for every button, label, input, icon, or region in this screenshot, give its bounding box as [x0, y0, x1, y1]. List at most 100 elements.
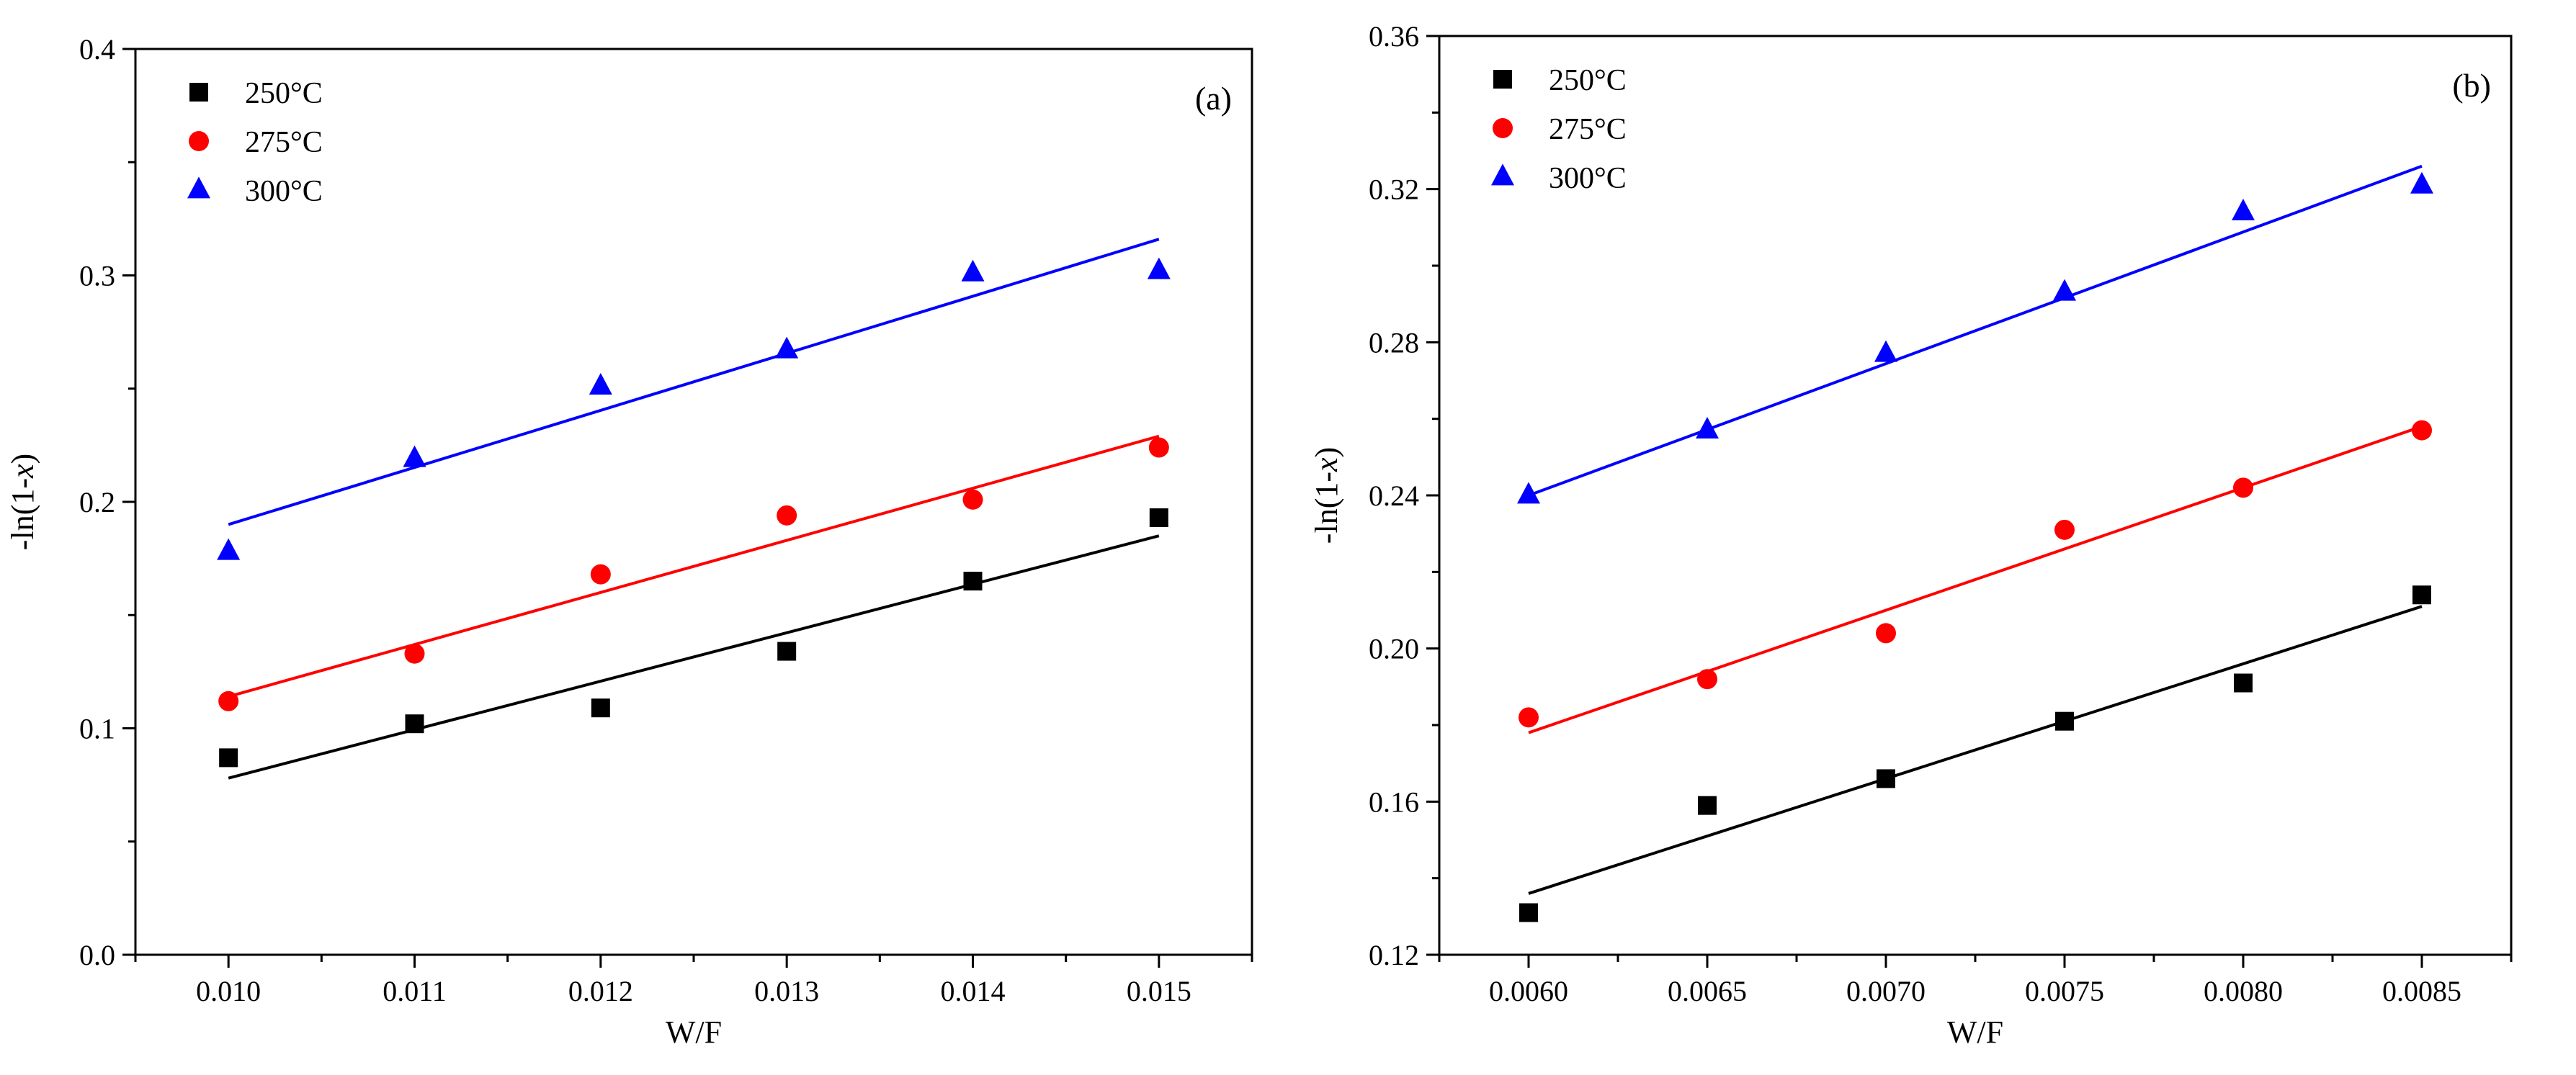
chart-a-series-2-point — [403, 445, 426, 467]
chart-b: 0.0060 0.0065 0.0070 0.0075 0.0080 0.0085 0.12… — [1309, 20, 2513, 1050]
chart-b-x-tick-label: 0.0075 — [2025, 975, 2104, 1007]
chart-a-y-axis-title-part: -ln(1- — [5, 478, 40, 550]
chart-a-series-2-point — [217, 538, 241, 560]
chart-b-legend: 250°C 275°C 300°C — [1491, 64, 1627, 195]
chart-b-series-2-fit-line — [1528, 164, 2423, 497]
chart-b-y-tick-label: 0.12 — [1369, 939, 1419, 971]
chart-a-series-1-point — [777, 505, 797, 526]
chart-b-series-0-point — [2234, 673, 2253, 693]
chart-b-series-2 — [1517, 164, 2433, 504]
chart-a-y-tick-label: 0.0 — [79, 939, 115, 971]
chart-a-x-tick-label: 0.015 — [1127, 975, 1191, 1007]
chart-b-series-2-point — [2410, 171, 2433, 194]
chart-a-y-tick-label: 0.1 — [79, 713, 115, 745]
chart-a-series-2-fit-line — [228, 238, 1160, 526]
chart-b-x-tick-label: 0.0060 — [1489, 975, 1568, 1007]
chart-b-series-1-fit-line — [1528, 425, 2423, 734]
chart-b-y-tick-label: 0.24 — [1369, 480, 1419, 512]
chart-b-series-1-point — [2054, 519, 2075, 540]
chart-a-y-axis-title-part: ) — [5, 454, 40, 464]
chart-b-series-0-point — [1698, 796, 1717, 815]
chart-a-series-2-point — [1147, 257, 1171, 279]
chart-b-x-tick-label: 0.0080 — [2204, 975, 2283, 1007]
chart-a-y-tick-label: 0.2 — [79, 486, 115, 518]
chart-b-series-2-point — [1874, 340, 1897, 362]
chart-a-series-2-point — [589, 373, 612, 395]
chart-b-series-2-point — [1696, 417, 1719, 439]
chart-a-series-1 — [218, 434, 1169, 711]
chart-a-series-2-point — [961, 259, 985, 282]
chart-b-legend-label: 275°C — [1549, 113, 1627, 146]
chart-a-legend: 250°C 275°C 300°C — [187, 77, 323, 208]
chart-a-series-0-point — [777, 642, 797, 661]
chart-a-series-1-point — [404, 643, 425, 664]
chart-a-series-1-fit-line — [228, 434, 1160, 698]
chart-b-legend-marker — [1493, 70, 1512, 89]
chart-a-series-2 — [217, 238, 1171, 560]
chart-a-legend-marker — [189, 83, 208, 102]
chart-b-y-axis-title: -ln(1-x) — [1309, 447, 1344, 544]
chart-b-series-1-point — [1876, 623, 1896, 644]
chart-b-series-2-point — [2232, 198, 2255, 220]
chart-b-y-tick-label: 0.28 — [1369, 326, 1419, 359]
chart-b-x-tick-label: 0.0065 — [1668, 975, 1747, 1007]
chart-b-series-2-point — [2053, 279, 2076, 301]
chart-b-series-2-point — [1517, 482, 1540, 504]
chart-b-series-0-point — [2412, 585, 2431, 605]
chart-b-series-1-point — [2412, 420, 2432, 441]
chart-b-panel-label: (b) — [2452, 67, 2491, 104]
chart-a-x-tick-label: 0.011 — [383, 975, 447, 1007]
chart-a-legend-label: 300°C — [245, 175, 323, 208]
chart-a-y-tick-label: 0.3 — [79, 260, 115, 292]
chart-b-series-1-point — [1519, 707, 1539, 728]
chart-b-y-axis-title-part: ) — [1309, 447, 1344, 458]
chart-a-x-tick-label: 0.012 — [568, 975, 633, 1007]
chart-a-series-1-point — [590, 564, 611, 585]
chart-b-x-tick-label: 0.0070 — [1846, 975, 1926, 1007]
chart-a-series-2-point — [775, 336, 799, 359]
chart-a-series-0-point — [963, 572, 983, 591]
chart-b-series-1 — [1519, 420, 2432, 734]
chart-b-y-axis-title-variable: x — [1309, 457, 1344, 472]
chart-b-y-tick-label: 0.36 — [1369, 20, 1419, 53]
chart-b-legend-marker — [1491, 163, 1514, 186]
chart-a-x-axis-title: W/F — [666, 1015, 722, 1050]
chart-a-series-0-point — [591, 698, 610, 718]
chart-b-series-1-point — [1697, 669, 1717, 690]
chart-b-series-0-fit-line — [1528, 605, 2423, 895]
chart-a-series-0-point — [405, 714, 424, 734]
chart-b-y-tick-label: 0.16 — [1369, 786, 1419, 818]
chart-a-series-1-point — [1148, 437, 1169, 458]
chart-a-x-tick-label: 0.010 — [196, 975, 261, 1007]
chart-b-series-0 — [1519, 585, 2431, 922]
chart-b-legend-label: 300°C — [1549, 162, 1627, 195]
chart-b-legend-marker — [1493, 118, 1513, 138]
chart-b-y-tick-label: 0.20 — [1369, 633, 1419, 665]
chart-a-legend-marker — [189, 131, 209, 151]
chart-a-series-0-fit-line — [228, 534, 1160, 780]
chart-b-y-tick-label: 0.32 — [1369, 174, 1419, 206]
chart-b-series-0-point — [1519, 903, 1538, 922]
chart-a-x-tick-label: 0.013 — [754, 975, 819, 1007]
chart-b-series-0-point — [1877, 769, 1895, 788]
chart-a-y-axis-title: -ln(1-x) — [5, 454, 40, 550]
chart-a-series-0-point — [1149, 508, 1168, 528]
chart-a-series-0 — [219, 508, 1168, 780]
chart-a-series-1-point — [962, 489, 983, 510]
chart-a-legend-label: 250°C — [245, 77, 323, 110]
chart-b-legend-label: 250°C — [1549, 64, 1627, 97]
chart-a-panel-label: (a) — [1195, 80, 1232, 117]
chart-a-y-axis-title-variable: x — [5, 464, 40, 479]
chart-b-y-axis-title-part: -ln(1- — [1309, 472, 1344, 544]
chart-a-series-1-point — [218, 691, 239, 711]
chart-b-series-1-point — [2233, 477, 2253, 498]
chart-a-x-tick-label: 0.014 — [941, 975, 1006, 1007]
chart-a-series-0-point — [219, 748, 238, 768]
chart-a: 0.010 0.011 0.012 0.013 0.014 0.015 0.0 0.1 0.2 0… — [5, 33, 1253, 1050]
chart-b-series-0-point — [2055, 711, 2074, 731]
chart-b-x-tick-label: 0.0085 — [2382, 975, 2461, 1007]
chart-a-legend-label: 275°C — [245, 126, 323, 159]
chart-a-legend-marker — [187, 176, 210, 199]
